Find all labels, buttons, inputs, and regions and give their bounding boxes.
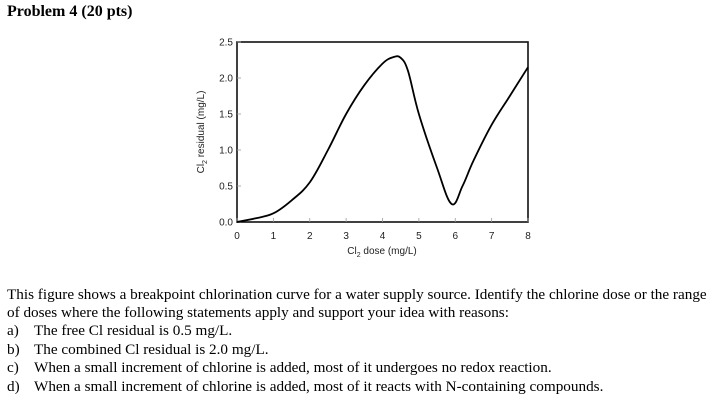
x-tick-label: 5 (416, 231, 422, 242)
question-letter: a) (7, 322, 19, 339)
question-text: When a small increment of chlorine is ad… (34, 359, 552, 376)
question-list: a) The free Cl residual is 0.5 mg/L. b) … (7, 322, 603, 396)
question-c: c) When a small increment of chlorine is… (7, 359, 603, 378)
y-axis-label: Cl2 residual (mg/L) (196, 91, 209, 174)
question-letter: b) (7, 340, 20, 358)
y-tick-label: 2.0 (219, 74, 233, 85)
x-axis-ticks: 0 1 2 3 4 5 6 7 8 (234, 218, 531, 242)
y-tick-label: 0.5 (219, 182, 233, 193)
x-tick-label: 6 (452, 231, 458, 242)
plot-frame (236, 41, 529, 223)
question-b: b) The combined Cl residual is 2.0 mg/L. (7, 341, 603, 360)
x-tick-label: 2 (307, 231, 313, 242)
question-text: The combined Cl residual is 2.0 mg/L. (34, 340, 269, 358)
question-a: a) The free Cl residual is 0.5 mg/L. (7, 322, 603, 341)
y-tick-label: 0.0 (219, 218, 233, 229)
x-tick-label: 4 (380, 231, 386, 242)
y-tick-label: 2.5 (219, 38, 233, 49)
x-axis-label: Cl2 dose (mg/L) (347, 246, 417, 259)
question-text: The free Cl residual is 0.5 mg/L. (34, 322, 233, 339)
x-tick-label: 0 (234, 231, 240, 242)
x-tick-label: 7 (489, 231, 495, 242)
breakpoint-chlorination-chart: 0.0 0.5 1.0 1.5 2.0 2.5 0 1 2 3 4 5 6 7 8 Cl2 residua… (196, 38, 531, 260)
question-d: d) When a small increment of chlorine is… (7, 378, 603, 397)
y-tick-label: 1.5 (219, 110, 233, 121)
question-letter: c) (7, 359, 19, 376)
y-tick-label: 1.0 (219, 146, 233, 157)
x-tick-label: 3 (343, 231, 349, 242)
question-letter: d) (7, 377, 20, 395)
chlorine-residual-curve (236, 55, 529, 223)
question-text: When a small increment of chlorine is ad… (34, 377, 604, 395)
problem-title: Problem 4 (20 pts) (7, 3, 133, 20)
x-tick-label: 8 (525, 231, 531, 242)
x-tick-label: 1 (271, 231, 277, 242)
problem-intro: This figure shows a breakpoint chlorinat… (7, 286, 707, 321)
